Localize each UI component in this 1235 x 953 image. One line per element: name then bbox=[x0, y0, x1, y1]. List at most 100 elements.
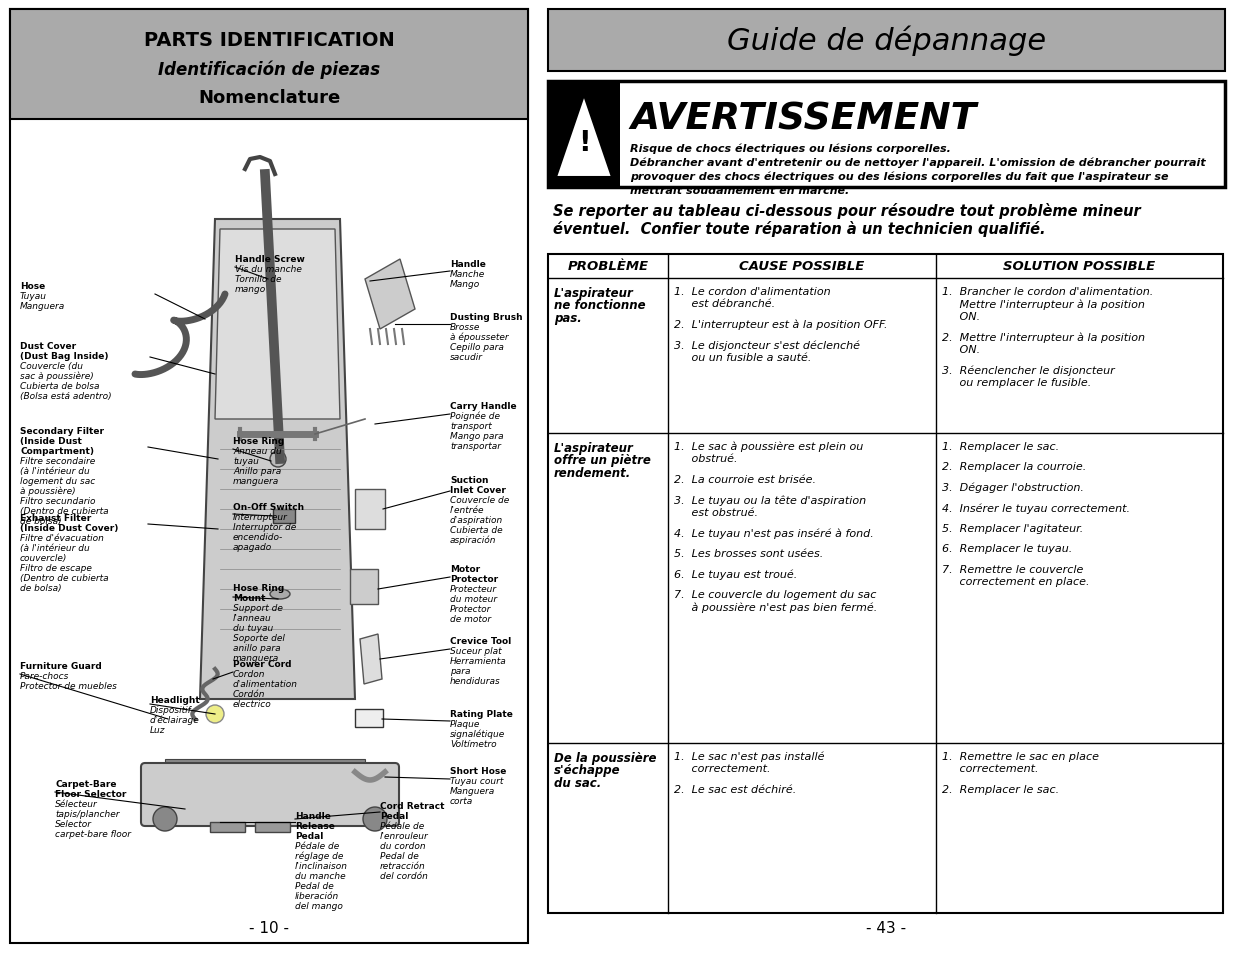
Text: Suction: Suction bbox=[450, 476, 489, 484]
Text: PROBLÈME: PROBLÈME bbox=[568, 260, 648, 274]
Text: - 10 -: - 10 - bbox=[249, 921, 289, 936]
Text: Pedal de: Pedal de bbox=[295, 882, 333, 890]
Text: 2.  L'interrupteur est à la position OFF.: 2. L'interrupteur est à la position OFF. bbox=[674, 319, 888, 330]
Polygon shape bbox=[215, 230, 340, 419]
Text: tapis/plancher: tapis/plancher bbox=[56, 809, 120, 818]
Text: Filtre secondaire: Filtre secondaire bbox=[20, 456, 95, 465]
Text: 5.  Les brosses sont usées.: 5. Les brosses sont usées. bbox=[674, 548, 824, 558]
FancyBboxPatch shape bbox=[141, 763, 399, 826]
Text: 3.  Réenclencher le disjoncteur: 3. Réenclencher le disjoncteur bbox=[942, 365, 1115, 375]
Text: Tuyau court: Tuyau court bbox=[450, 776, 504, 785]
Text: Anneau du: Anneau du bbox=[233, 447, 282, 456]
Text: Cordon: Cordon bbox=[233, 669, 266, 679]
Text: Filtro de escape: Filtro de escape bbox=[20, 563, 91, 573]
Text: Brosse: Brosse bbox=[450, 323, 480, 332]
Text: est débranché.: est débranché. bbox=[674, 299, 776, 309]
Text: Tuyau: Tuyau bbox=[20, 292, 47, 301]
Text: Crevice Tool: Crevice Tool bbox=[450, 637, 511, 645]
Text: Selector: Selector bbox=[56, 820, 91, 828]
Text: Plaque: Plaque bbox=[450, 720, 480, 728]
Text: d'alimentation: d'alimentation bbox=[233, 679, 298, 688]
Polygon shape bbox=[366, 260, 415, 330]
Text: Pédale de: Pédale de bbox=[295, 841, 340, 850]
Circle shape bbox=[270, 452, 287, 468]
Text: Hose Ring: Hose Ring bbox=[233, 583, 284, 593]
Text: L'aspirateur: L'aspirateur bbox=[555, 441, 634, 455]
Text: Tornillo de: Tornillo de bbox=[235, 274, 282, 284]
Text: de bolsa): de bolsa) bbox=[20, 517, 62, 525]
Text: 4.  Le tuyau n'est pas inséré à fond.: 4. Le tuyau n'est pas inséré à fond. bbox=[674, 528, 873, 538]
Text: Interrupteur: Interrupteur bbox=[233, 513, 288, 521]
Text: Suceur plat: Suceur plat bbox=[450, 646, 501, 656]
Text: l'enrouleur: l'enrouleur bbox=[380, 831, 429, 841]
Text: Protecteur: Protecteur bbox=[450, 584, 498, 594]
Text: du moteur: du moteur bbox=[450, 595, 498, 603]
Text: correctement.: correctement. bbox=[942, 763, 1039, 774]
Text: ou un fusible a sauté.: ou un fusible a sauté. bbox=[674, 353, 811, 363]
Text: couvercle): couvercle) bbox=[20, 554, 68, 562]
Text: Sélecteur: Sélecteur bbox=[56, 800, 98, 808]
Polygon shape bbox=[359, 635, 382, 684]
Text: liberación: liberación bbox=[295, 891, 340, 900]
Text: Cepillo para: Cepillo para bbox=[450, 343, 504, 352]
Text: Pédale de: Pédale de bbox=[380, 821, 425, 830]
Bar bbox=[350, 569, 378, 604]
Text: obstrué.: obstrué. bbox=[674, 454, 737, 464]
Text: encendido-: encendido- bbox=[233, 533, 283, 541]
Text: Manguera: Manguera bbox=[450, 786, 495, 795]
Text: 1.  Remettre le sac en place: 1. Remettre le sac en place bbox=[942, 751, 1099, 761]
Text: Hose: Hose bbox=[20, 282, 46, 291]
Text: Débrancher avant d'entretenir ou de nettoyer l'appareil. L'omission de débranche: Débrancher avant d'entretenir ou de nett… bbox=[630, 158, 1205, 195]
Text: d'aspiration: d'aspiration bbox=[450, 516, 503, 524]
Text: Cord Retract: Cord Retract bbox=[380, 801, 445, 810]
Text: Poignée de: Poignée de bbox=[450, 412, 500, 421]
Text: Dust Cover: Dust Cover bbox=[20, 341, 77, 351]
Text: Pedal: Pedal bbox=[380, 811, 409, 821]
Text: corta: corta bbox=[450, 796, 473, 805]
Text: 7.  Le couvercle du logement du sac: 7. Le couvercle du logement du sac bbox=[674, 589, 877, 599]
Text: Inlet Cover: Inlet Cover bbox=[450, 485, 506, 495]
Text: est obstrué.: est obstrué. bbox=[674, 507, 758, 517]
Text: aspiración: aspiración bbox=[450, 536, 496, 545]
Text: d'éclairage: d'éclairage bbox=[149, 716, 200, 724]
Text: Voltímetro: Voltímetro bbox=[450, 740, 496, 748]
Text: Cubierta de bolsa: Cubierta de bolsa bbox=[20, 381, 100, 391]
Text: Filtre d'évacuation: Filtre d'évacuation bbox=[20, 534, 104, 542]
Text: Anillo para: Anillo para bbox=[233, 467, 282, 476]
Text: Power Cord: Power Cord bbox=[233, 659, 291, 668]
Text: Floor Selector: Floor Selector bbox=[56, 789, 126, 799]
Text: Support de: Support de bbox=[233, 603, 283, 613]
Text: PARTS IDENTIFICATION: PARTS IDENTIFICATION bbox=[143, 30, 394, 50]
Text: offre un piètre: offre un piètre bbox=[555, 454, 651, 467]
Text: Protector: Protector bbox=[450, 604, 492, 614]
Text: Handle Screw: Handle Screw bbox=[235, 254, 305, 264]
Text: Pedal de: Pedal de bbox=[380, 851, 419, 861]
Text: Exhaust Filter: Exhaust Filter bbox=[20, 514, 91, 522]
Text: Release: Release bbox=[295, 821, 335, 830]
Text: Headlight: Headlight bbox=[149, 696, 200, 704]
Text: Soporte del: Soporte del bbox=[233, 634, 285, 642]
Text: Luz: Luz bbox=[149, 725, 165, 734]
Text: - 43 -: - 43 - bbox=[867, 921, 906, 936]
Text: l'entrée: l'entrée bbox=[450, 505, 484, 515]
Ellipse shape bbox=[270, 589, 290, 599]
Text: 3.  Le disjoncteur s'est déclenché: 3. Le disjoncteur s'est déclenché bbox=[674, 340, 860, 351]
Text: apagado: apagado bbox=[233, 542, 272, 552]
Text: Se reporter au tableau ci-dessous pour résoudre tout problème mineur: Se reporter au tableau ci-dessous pour r… bbox=[553, 203, 1141, 219]
Text: SOLUTION POSSIBLE: SOLUTION POSSIBLE bbox=[1003, 260, 1156, 274]
Polygon shape bbox=[200, 220, 354, 700]
Text: Couvercle (du: Couvercle (du bbox=[20, 361, 83, 371]
Text: signalétique: signalétique bbox=[450, 729, 505, 739]
Text: tuyau: tuyau bbox=[233, 456, 259, 465]
Text: del cordón: del cordón bbox=[380, 871, 427, 880]
Bar bbox=[210, 822, 245, 832]
Text: (Dentro de cubierta: (Dentro de cubierta bbox=[20, 506, 109, 516]
Bar bbox=[354, 490, 385, 530]
Text: de motor: de motor bbox=[450, 615, 492, 623]
Text: 2.  Remplacer la courroie.: 2. Remplacer la courroie. bbox=[942, 462, 1087, 472]
Text: Dusting Brush: Dusting Brush bbox=[450, 313, 522, 322]
Text: manguera: manguera bbox=[233, 476, 279, 485]
Text: Protector de muebles: Protector de muebles bbox=[20, 681, 117, 690]
Text: transport: transport bbox=[450, 421, 492, 431]
Text: Rating Plate: Rating Plate bbox=[450, 709, 513, 719]
